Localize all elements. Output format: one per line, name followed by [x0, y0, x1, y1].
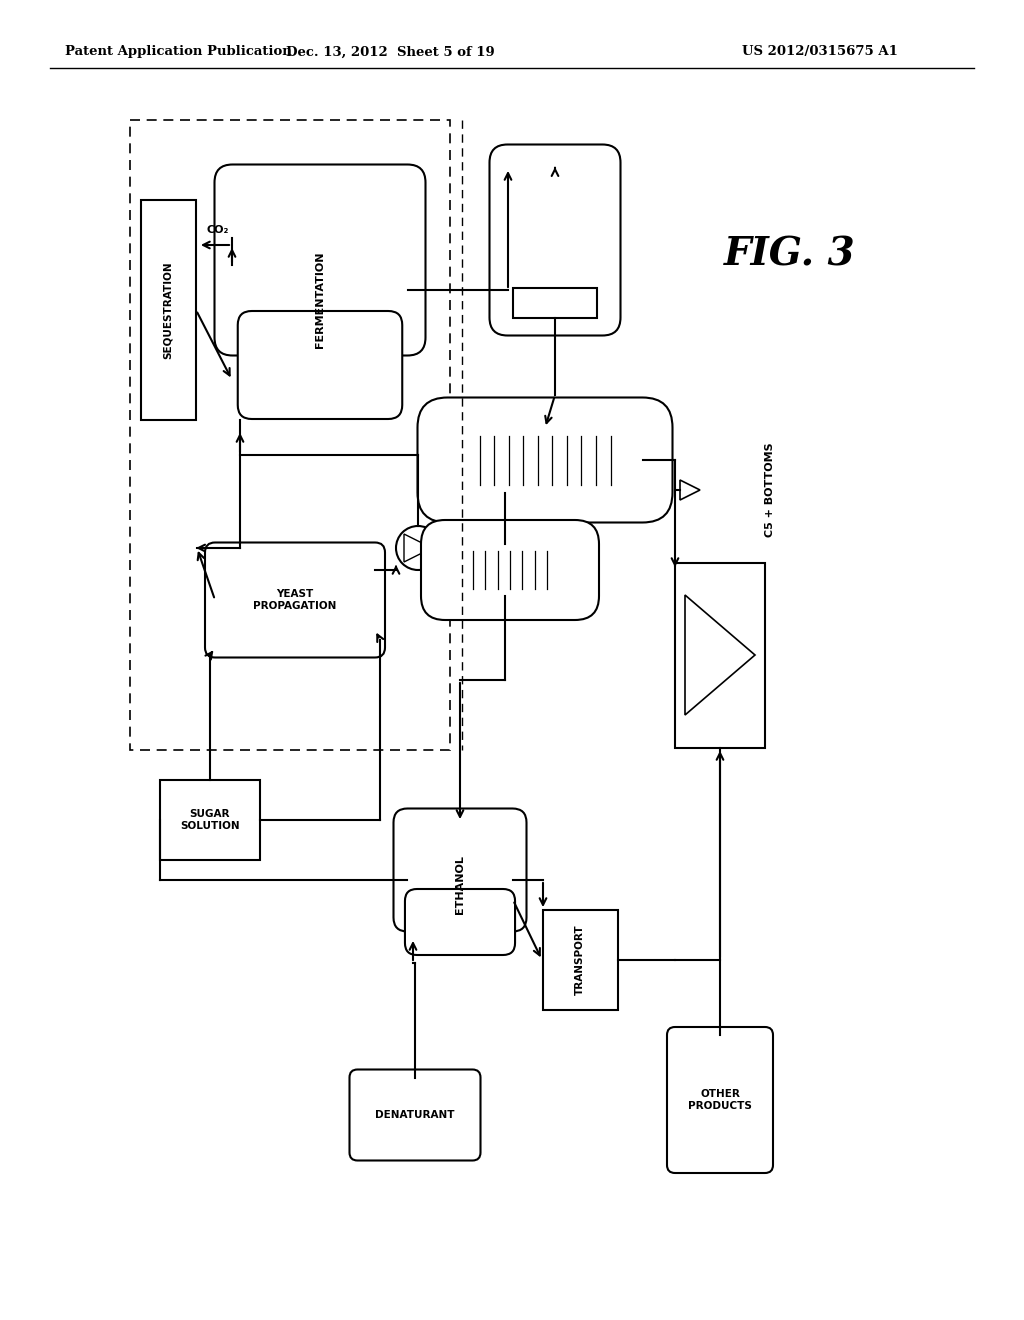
FancyBboxPatch shape: [667, 1027, 773, 1173]
FancyBboxPatch shape: [421, 520, 599, 620]
Text: TRANSPORT: TRANSPORT: [575, 925, 585, 995]
FancyBboxPatch shape: [418, 397, 673, 523]
Text: FIG. 3: FIG. 3: [724, 236, 856, 275]
Text: C5 + BOTTOMS: C5 + BOTTOMS: [765, 442, 775, 537]
FancyBboxPatch shape: [238, 312, 402, 418]
Bar: [675, 562, 765, 747]
FancyBboxPatch shape: [393, 808, 526, 932]
Text: ETHANOL: ETHANOL: [455, 855, 465, 915]
Polygon shape: [680, 480, 700, 500]
FancyBboxPatch shape: [205, 543, 385, 657]
FancyBboxPatch shape: [489, 144, 621, 335]
FancyBboxPatch shape: [214, 165, 426, 355]
Bar: [513, 288, 597, 318]
Text: Dec. 13, 2012  Sheet 5 of 19: Dec. 13, 2012 Sheet 5 of 19: [286, 45, 495, 58]
Bar: [140, 201, 196, 420]
Bar: [130, 120, 450, 750]
Text: Patent Application Publication: Patent Application Publication: [65, 45, 292, 58]
Text: OTHER
PRODUCTS: OTHER PRODUCTS: [688, 1089, 752, 1111]
Text: US 2012/0315675 A1: US 2012/0315675 A1: [742, 45, 898, 58]
Text: FERMENTATION: FERMENTATION: [315, 252, 325, 348]
Text: SEQUESTRATION: SEQUESTRATION: [163, 261, 173, 359]
Text: YEAST
PROPAGATION: YEAST PROPAGATION: [253, 589, 337, 611]
Text: SUGAR
SOLUTION: SUGAR SOLUTION: [180, 809, 240, 830]
FancyBboxPatch shape: [349, 1069, 480, 1160]
FancyBboxPatch shape: [404, 888, 515, 954]
Bar: [543, 909, 617, 1010]
Text: DENATURANT: DENATURANT: [375, 1110, 455, 1119]
Text: CO₂: CO₂: [207, 224, 229, 235]
Bar: [160, 780, 260, 861]
